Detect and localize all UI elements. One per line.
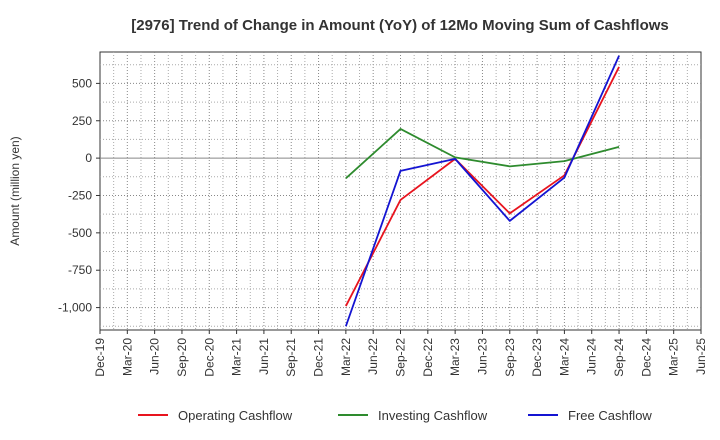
series-group [345, 55, 620, 327]
x-tick-label: Sep-24 [612, 338, 626, 377]
legend-item-investing-cashflow: Investing Cashflow [338, 408, 488, 423]
legend-label: Operating Cashflow [178, 408, 293, 423]
x-tick-label: Jun-22 [366, 338, 380, 375]
x-tick-label: Mar-23 [448, 338, 462, 376]
y-tick-label: -500 [68, 226, 92, 240]
x-tick-label: Dec-19 [93, 338, 107, 377]
x-axis-ticks: Dec-19 Mar-20 Jun-20 Sep-20 Dec-20 Mar-21 Jun-… [93, 330, 708, 377]
x-tick-label: Jun-25 [694, 338, 708, 375]
x-tick-label: Mar-25 [667, 338, 681, 376]
x-tick-label: Sep-21 [284, 338, 298, 377]
legend-label: Free Cashflow [568, 408, 652, 423]
x-tick-label: Dec-20 [202, 338, 216, 377]
x-tick-label: Mar-21 [230, 338, 244, 376]
x-tick-label: Jun-21 [257, 338, 271, 375]
x-tick-label: Mar-22 [339, 338, 353, 376]
x-tick-label: Dec-22 [421, 338, 435, 377]
chart-title: [2976] Trend of Change in Amount (YoY) o… [131, 17, 669, 34]
x-tick-label: Jun-24 [585, 338, 599, 375]
y-tick-label: -750 [68, 263, 92, 277]
series-line-free-cashflow [345, 55, 620, 327]
x-tick-label: Mar-24 [557, 338, 571, 376]
grid [100, 52, 701, 330]
x-tick-label: Jun-20 [148, 338, 162, 375]
y-tick-label: 500 [72, 76, 92, 90]
x-tick-label: Sep-22 [394, 338, 408, 377]
y-tick-label: -250 [68, 188, 92, 202]
x-tick-label: Mar-20 [120, 338, 134, 376]
x-tick-label: Dec-21 [312, 338, 326, 377]
x-tick-label: Sep-20 [175, 338, 189, 377]
x-tick-label: Dec-23 [530, 338, 544, 377]
x-tick-label: Jun-23 [475, 338, 489, 375]
x-tick-label: Sep-23 [503, 338, 517, 377]
y-axis-label: Amount (million yen) [8, 136, 22, 245]
y-axis-ticks: 500 250 0 -250 -500 -750 -1,000 [58, 76, 100, 315]
legend-item-operating-cashflow: Operating Cashflow [138, 408, 293, 423]
legend-label: Investing Cashflow [378, 408, 488, 423]
y-tick-label: 0 [85, 151, 92, 165]
legend: Operating Cashflow Investing Cashflow Free… [138, 408, 652, 423]
y-tick-label: -1,000 [58, 301, 92, 315]
y-tick-label: 250 [72, 114, 92, 128]
x-tick-label: Dec-24 [639, 338, 653, 377]
legend-item-free-cashflow: Free Cashflow [528, 408, 652, 423]
